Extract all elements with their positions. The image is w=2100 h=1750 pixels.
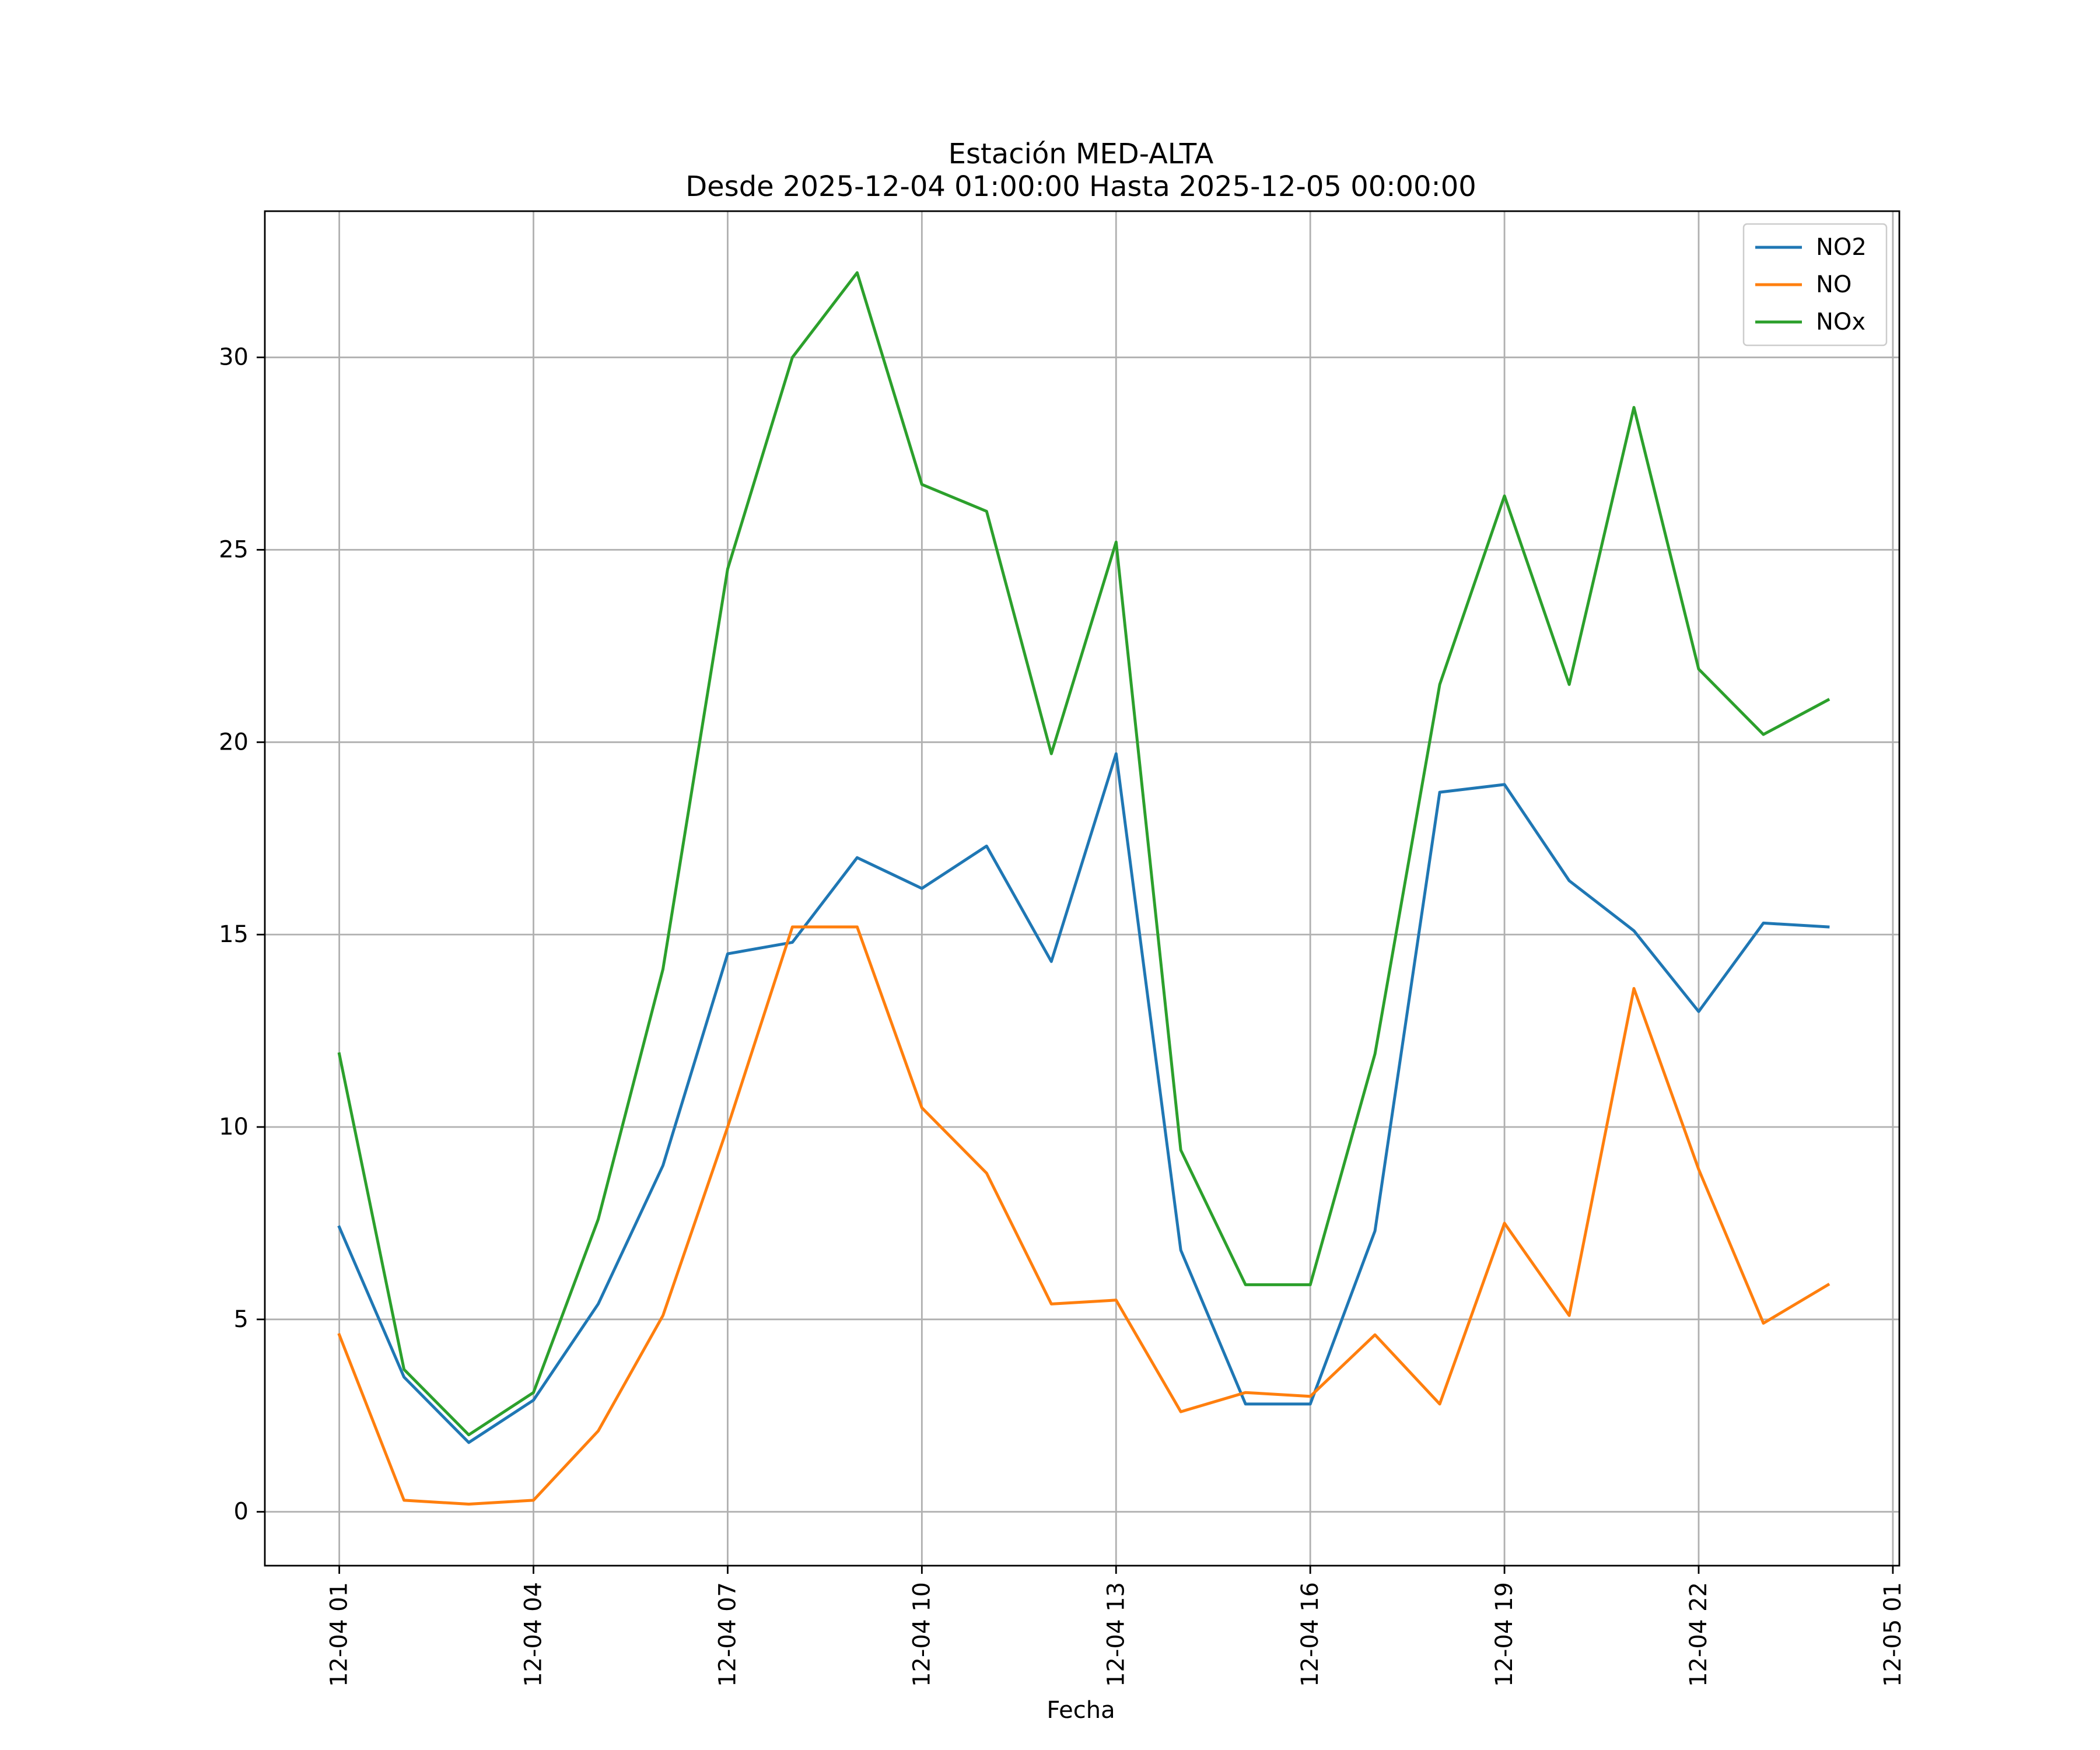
x-tick-label: 12-04 22 — [1685, 1582, 1712, 1687]
legend-label-no2: NO2 — [1816, 234, 1867, 261]
y-tick-label: 30 — [219, 344, 249, 371]
x-tick-label: 12-04 01 — [326, 1582, 353, 1687]
grid — [265, 211, 1899, 1566]
series-line-no — [337, 925, 1831, 1506]
x-axis-label: Fecha — [1046, 1697, 1115, 1724]
y-tick-label: 25 — [219, 537, 249, 564]
x-tick-label: 12-05 01 — [1880, 1582, 1906, 1687]
x-tick-label: 12-04 04 — [520, 1582, 547, 1687]
x-axis: 12-04 01 12-04 04 12-04 07 12-04 10 12-04 13… — [326, 1566, 1906, 1687]
legend-label-nox: NOx — [1816, 309, 1866, 335]
series-lines — [337, 271, 1831, 1506]
legend-box — [1742, 223, 1888, 346]
x-tick-label: 12-04 13 — [1102, 1582, 1129, 1687]
y-tick-label: 10 — [219, 1114, 249, 1140]
y-tick-label: 5 — [234, 1306, 249, 1333]
series-line-no2 — [337, 752, 1830, 1444]
y-tick-label: 15 — [219, 921, 249, 948]
legend-label-no: NO — [1816, 271, 1852, 298]
legend: NO2 NO NOx — [1742, 223, 1888, 346]
chart-title: Estación MED-ALTA — [949, 138, 1214, 170]
chart-subtitle: Desde 2025-12-04 01:00:00 Hasta 2025-12-… — [685, 170, 1476, 203]
y-tick-label: 20 — [219, 729, 249, 755]
x-tick-label: 12-04 16 — [1297, 1582, 1324, 1687]
plot-frame — [264, 210, 1901, 1567]
plot-area — [265, 211, 1899, 1566]
y-tick-label: 0 — [234, 1499, 249, 1525]
x-tick-label: 12-04 10 — [908, 1582, 935, 1687]
series-line-nox — [337, 271, 1831, 1437]
x-tick-label: 12-04 19 — [1491, 1582, 1518, 1687]
x-tick-label: 12-04 07 — [714, 1582, 741, 1687]
y-axis: 0 5 10 15 20 25 30 — [219, 344, 265, 1525]
